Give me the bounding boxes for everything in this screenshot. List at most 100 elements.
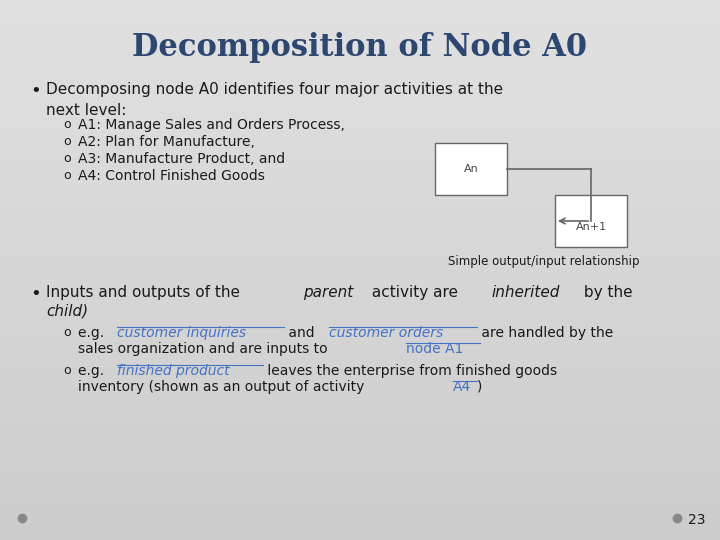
Bar	[0, 257, 720, 258]
Bar	[0, 272, 720, 273]
Bar	[0, 107, 720, 108]
Bar	[0, 200, 720, 201]
Bar	[0, 71, 720, 72]
Bar	[0, 130, 720, 131]
Text: Decomposition of Node A0: Decomposition of Node A0	[132, 32, 588, 63]
Bar	[0, 147, 720, 148]
Bar	[0, 122, 720, 123]
Bar	[0, 293, 720, 294]
Bar	[0, 365, 720, 366]
Bar	[0, 56, 720, 57]
Bar	[0, 392, 720, 393]
Bar	[0, 507, 720, 508]
Bar	[0, 311, 720, 312]
Bar	[0, 77, 720, 78]
Bar	[0, 126, 720, 127]
Bar	[0, 14, 720, 15]
Bar	[0, 222, 720, 223]
Bar	[0, 373, 720, 374]
Bar	[0, 62, 720, 63]
Bar	[0, 535, 720, 536]
Bar	[0, 105, 720, 106]
Bar	[0, 511, 720, 512]
Text: o: o	[63, 326, 71, 339]
Bar	[0, 408, 720, 409]
Bar	[0, 193, 720, 194]
Bar	[0, 385, 720, 386]
Text: Inputs and outputs of the: Inputs and outputs of the	[46, 285, 245, 300]
Bar	[0, 234, 720, 235]
Bar	[0, 213, 720, 214]
Bar	[0, 197, 720, 198]
Bar	[0, 2, 720, 3]
Bar	[0, 301, 720, 302]
Bar	[0, 426, 720, 427]
Bar	[0, 260, 720, 261]
Bar	[0, 112, 720, 113]
Bar	[0, 349, 720, 350]
Bar	[0, 271, 720, 272]
Bar	[0, 493, 720, 494]
Text: A4: A4	[453, 380, 472, 394]
Bar	[0, 162, 720, 163]
Bar	[0, 267, 720, 268]
Bar	[0, 180, 720, 181]
Bar	[0, 495, 720, 496]
Bar	[0, 383, 720, 384]
Bar	[0, 153, 720, 154]
Bar	[0, 528, 720, 529]
Bar	[0, 84, 720, 85]
Bar	[0, 15, 720, 16]
Bar	[0, 80, 720, 81]
Bar	[0, 18, 720, 19]
Bar	[0, 422, 720, 423]
Bar	[0, 445, 720, 446]
Bar	[0, 406, 720, 407]
Bar	[0, 355, 720, 356]
Bar	[0, 116, 720, 117]
Bar	[0, 442, 720, 443]
Bar	[0, 526, 720, 527]
Bar	[0, 170, 720, 171]
Bar	[0, 209, 720, 210]
Bar	[0, 405, 720, 406]
Bar	[0, 156, 720, 157]
Bar	[0, 247, 720, 248]
Bar	[0, 23, 720, 24]
Bar	[0, 377, 720, 378]
Bar	[0, 177, 720, 178]
Bar	[0, 504, 720, 505]
Bar	[0, 433, 720, 434]
Bar	[0, 140, 720, 141]
Bar	[0, 264, 720, 265]
Bar	[0, 155, 720, 156]
Bar	[0, 524, 720, 525]
Bar	[0, 531, 720, 532]
Text: customer inquiries: customer inquiries	[117, 326, 246, 340]
Bar	[0, 291, 720, 292]
Bar	[0, 174, 720, 175]
Bar	[0, 289, 720, 290]
Bar	[0, 91, 720, 92]
Bar	[0, 454, 720, 455]
Bar	[0, 6, 720, 7]
Bar	[0, 356, 720, 357]
Bar	[0, 184, 720, 185]
Bar	[0, 309, 720, 310]
Bar	[0, 393, 720, 394]
Bar	[0, 151, 720, 152]
Bar	[0, 65, 720, 66]
Bar	[0, 508, 720, 509]
Bar	[0, 338, 720, 339]
Bar	[0, 268, 720, 269]
Bar	[435, 143, 507, 195]
Bar	[0, 261, 720, 262]
Bar	[0, 286, 720, 287]
Bar	[0, 186, 720, 187]
Text: child): child)	[46, 304, 88, 319]
Bar	[0, 515, 720, 516]
Bar	[0, 439, 720, 440]
Bar	[0, 522, 720, 523]
Bar	[0, 368, 720, 369]
Bar	[0, 328, 720, 329]
